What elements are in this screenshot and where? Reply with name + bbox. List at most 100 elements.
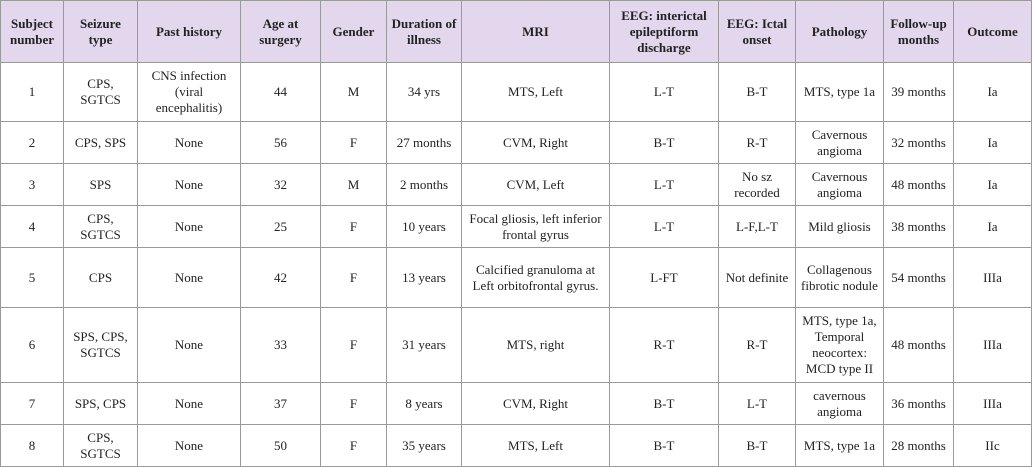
table-cell: MTS, type 1a, Temporal neocortex: MCD ty… bbox=[795, 307, 884, 383]
table-cell: 28 months bbox=[883, 424, 954, 467]
table-row: 1 CPS, SGTCS CNS infection (viral encephal… bbox=[0, 62, 1032, 122]
table-cell: M bbox=[320, 62, 387, 122]
table-cell: 32 bbox=[240, 163, 321, 206]
table-body: 1 CPS, SGTCS CNS infection (viral encephal… bbox=[0, 62, 1032, 467]
table-cell: R-T bbox=[718, 307, 796, 383]
table-cell: No sz recorded bbox=[718, 163, 796, 206]
table-cell: IIIa bbox=[953, 247, 1032, 308]
table-cell: None bbox=[137, 382, 241, 425]
table-cell: Ia bbox=[953, 62, 1032, 122]
table-cell: M bbox=[320, 163, 387, 206]
header-cell: Duration of illness bbox=[386, 0, 462, 63]
table-cell: MTS, Left bbox=[461, 424, 610, 467]
header-cell: Seizure type bbox=[63, 0, 138, 63]
table-cell: B-T bbox=[718, 424, 796, 467]
table-row: 5 CPS None 42 F 13 years Calcified granuloma a… bbox=[0, 247, 1032, 308]
table-cell: R-T bbox=[609, 307, 719, 383]
table-cell: 27 months bbox=[386, 121, 462, 164]
table-cell: 48 months bbox=[883, 307, 954, 383]
table-cell: 7 bbox=[0, 382, 64, 425]
table-row: 6 SPS, CPS, SGTCS None 33 F 31 years MTS, righ… bbox=[0, 307, 1032, 383]
table-cell: F bbox=[320, 247, 387, 308]
table-cell: CNS infection (viral encephalitis) bbox=[137, 62, 241, 122]
table-cell: Collagenous fibrotic nodule bbox=[795, 247, 884, 308]
table-cell: 39 months bbox=[883, 62, 954, 122]
table-cell: F bbox=[320, 424, 387, 467]
table-cell: Ia bbox=[953, 205, 1032, 248]
table-cell: 5 bbox=[0, 247, 64, 308]
table-cell: B-T bbox=[609, 121, 719, 164]
table-cell: 38 months bbox=[883, 205, 954, 248]
table-cell: CPS, SGTCS bbox=[63, 205, 138, 248]
table-cell: IIIa bbox=[953, 382, 1032, 425]
table-cell: 2 bbox=[0, 121, 64, 164]
header-cell: Age at surgery bbox=[240, 0, 321, 63]
table-cell: Ia bbox=[953, 163, 1032, 206]
table-cell: Focal gliosis, left inferior frontal gyr… bbox=[461, 205, 610, 248]
header-cell: Outcome bbox=[953, 0, 1032, 63]
table-cell: L-T bbox=[609, 205, 719, 248]
table-cell: MTS, Left bbox=[461, 62, 610, 122]
table-cell: 31 years bbox=[386, 307, 462, 383]
table-cell: CPS, SGTCS bbox=[63, 424, 138, 467]
table-cell: F bbox=[320, 382, 387, 425]
table-cell: IIc bbox=[953, 424, 1032, 467]
table-cell: IIIa bbox=[953, 307, 1032, 383]
table-cell: Mild gliosis bbox=[795, 205, 884, 248]
table-cell: L-F,L-T bbox=[718, 205, 796, 248]
table-cell: 48 months bbox=[883, 163, 954, 206]
table-cell: CVM, Left bbox=[461, 163, 610, 206]
table-cell: Cavernous angioma bbox=[795, 163, 884, 206]
table-cell: CVM, Right bbox=[461, 121, 610, 164]
table-cell: None bbox=[137, 163, 241, 206]
table-cell: 36 months bbox=[883, 382, 954, 425]
table-cell: None bbox=[137, 121, 241, 164]
table-cell: 13 years bbox=[386, 247, 462, 308]
table-cell: 50 bbox=[240, 424, 321, 467]
table-cell: 42 bbox=[240, 247, 321, 308]
table-cell: 35 years bbox=[386, 424, 462, 467]
table-cell: None bbox=[137, 424, 241, 467]
table-cell: L-T bbox=[609, 163, 719, 206]
table-cell: L-T bbox=[718, 382, 796, 425]
header-cell: Past history bbox=[137, 0, 241, 63]
table-cell: Cavernous angioma bbox=[795, 121, 884, 164]
table-cell: 44 bbox=[240, 62, 321, 122]
table-cell: None bbox=[137, 247, 241, 308]
table-row: 3 SPS None 32 M 2 months CVM, Left L-T No sz rec… bbox=[0, 163, 1032, 206]
header-row: Subject number Seizure type Past history Ag… bbox=[0, 0, 1032, 63]
table-cell: MTS, right bbox=[461, 307, 610, 383]
table-cell: CPS bbox=[63, 247, 138, 308]
header-cell: Gender bbox=[320, 0, 387, 63]
header-cell: Pathology bbox=[795, 0, 884, 63]
table-cell: Calcified granuloma at Left orbitofronta… bbox=[461, 247, 610, 308]
table-cell: cavernous angioma bbox=[795, 382, 884, 425]
table-cell: 6 bbox=[0, 307, 64, 383]
table-cell: Not definite bbox=[718, 247, 796, 308]
table-cell: F bbox=[320, 307, 387, 383]
table-cell: F bbox=[320, 205, 387, 248]
table-cell: 37 bbox=[240, 382, 321, 425]
header-cell: Follow-up months bbox=[883, 0, 954, 63]
table-cell: B-T bbox=[718, 62, 796, 122]
header-cell: MRI bbox=[461, 0, 610, 63]
table-cell: L-FT bbox=[609, 247, 719, 308]
table-cell: 34 yrs bbox=[386, 62, 462, 122]
table-cell: 1 bbox=[0, 62, 64, 122]
table-cell: SPS, CPS bbox=[63, 382, 138, 425]
table-cell: 25 bbox=[240, 205, 321, 248]
table-cell: None bbox=[137, 307, 241, 383]
table-cell: R-T bbox=[718, 121, 796, 164]
table-cell: MTS, type 1a bbox=[795, 62, 884, 122]
table-cell: Ia bbox=[953, 121, 1032, 164]
table-cell: B-T bbox=[609, 382, 719, 425]
table-row: 2 CPS, SPS None 56 F 27 months CVM, Right B-T R-… bbox=[0, 121, 1032, 164]
table-cell: CVM, Right bbox=[461, 382, 610, 425]
table-cell: MTS, type 1a bbox=[795, 424, 884, 467]
table-row: 7 SPS, CPS None 37 F 8 years CVM, Right B-T L-T c… bbox=[0, 382, 1032, 425]
table-cell: CPS, SPS bbox=[63, 121, 138, 164]
table-cell: 10 years bbox=[386, 205, 462, 248]
table-cell: 54 months bbox=[883, 247, 954, 308]
